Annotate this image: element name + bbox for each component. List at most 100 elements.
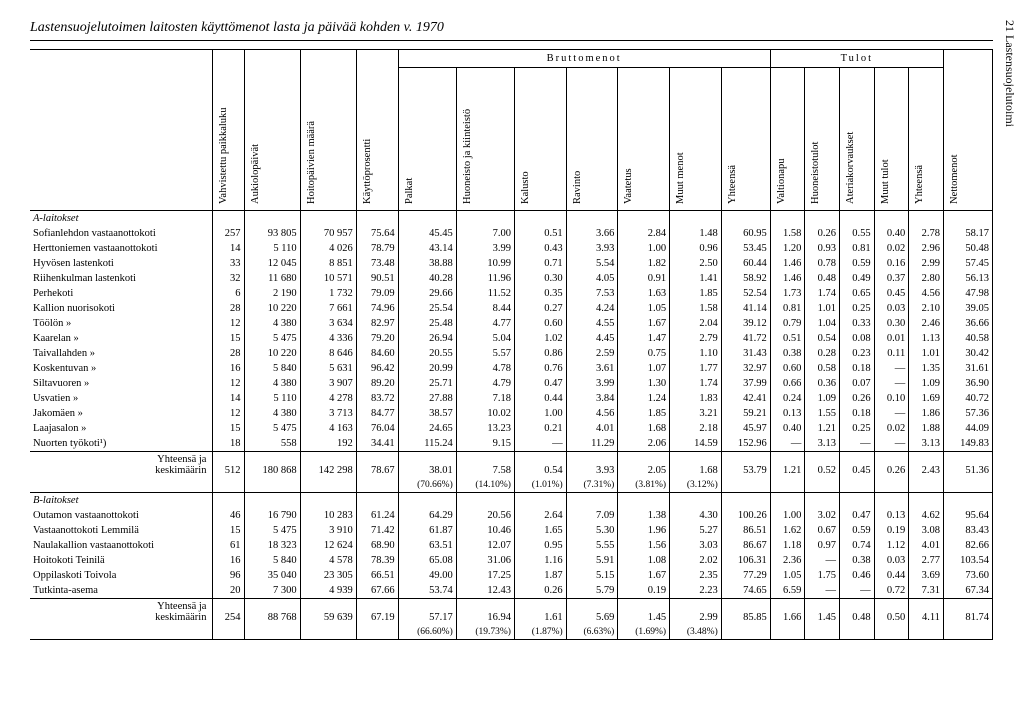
table-cell: 57.36 bbox=[943, 406, 992, 421]
table-cell: — bbox=[770, 436, 805, 452]
table-cell: 103.54 bbox=[943, 553, 992, 568]
table-cell: 0.13 bbox=[874, 508, 909, 523]
table-cell: 1.47 bbox=[618, 331, 670, 346]
table-cell: 115.24 bbox=[398, 436, 456, 452]
col-ateria: Ateriakorvaukset bbox=[843, 70, 858, 208]
table-cell bbox=[943, 478, 992, 493]
table-cell: 1.48 bbox=[670, 226, 722, 241]
table-cell: 4.05 bbox=[566, 271, 618, 286]
table-cell: 142 298 bbox=[300, 452, 356, 479]
table-cell: 4 163 bbox=[300, 421, 356, 436]
table-cell: 0.81 bbox=[770, 301, 805, 316]
row-label: Riihenkulman lastenkoti bbox=[30, 271, 213, 286]
table-cell: 0.38 bbox=[770, 346, 805, 361]
table-cell: 89.20 bbox=[356, 376, 398, 391]
table-cell: 4 939 bbox=[300, 583, 356, 599]
table-cell: 8 646 bbox=[300, 346, 356, 361]
table-cell: 0.08 bbox=[840, 331, 875, 346]
table-cell: 23 305 bbox=[300, 568, 356, 583]
page-title: Lastensuojelutoimen laitosten käyttömeno… bbox=[30, 20, 993, 41]
table-cell: 2 190 bbox=[244, 286, 300, 301]
table-cell: 1.30 bbox=[618, 376, 670, 391]
table-cell: 558 bbox=[244, 436, 300, 452]
table-cell: 4 380 bbox=[244, 316, 300, 331]
table-cell: 39.05 bbox=[943, 301, 992, 316]
row-label: Herttoniemen vastaanot­tokoti bbox=[30, 241, 213, 256]
table-cell: 25.48 bbox=[398, 316, 456, 331]
table-cell: 12 bbox=[213, 316, 244, 331]
table-cell: 1.45 bbox=[618, 599, 670, 626]
table-cell: 16.94 bbox=[456, 599, 514, 626]
table-cell: 96 bbox=[213, 568, 244, 583]
table-cell: 12.43 bbox=[456, 583, 514, 599]
table-cell: 26.94 bbox=[398, 331, 456, 346]
table-cell: 1.74 bbox=[805, 286, 840, 301]
table-cell: 86.67 bbox=[721, 538, 770, 553]
table-cell bbox=[456, 493, 514, 509]
table-cell: 5.27 bbox=[670, 523, 722, 538]
table-cell: 3.03 bbox=[670, 538, 722, 553]
table-cell: 1.10 bbox=[670, 346, 722, 361]
table-cell: 0.78 bbox=[805, 256, 840, 271]
table-cell: 3.99 bbox=[456, 241, 514, 256]
table-cell: 88 768 bbox=[244, 599, 300, 626]
side-page-label: 21 Lastensuojelutoimi bbox=[1002, 20, 1017, 127]
table-cell bbox=[213, 625, 244, 640]
table-cell: 1.35 bbox=[909, 361, 944, 376]
table-cell bbox=[398, 211, 456, 227]
table-cell: 2.46 bbox=[909, 316, 944, 331]
table-cell: 5.15 bbox=[566, 568, 618, 583]
table-cell bbox=[874, 493, 909, 509]
table-cell: 0.75 bbox=[618, 346, 670, 361]
table-cell: 0.72 bbox=[874, 583, 909, 599]
table-cell: 57.45 bbox=[943, 256, 992, 271]
table-cell: 3.66 bbox=[566, 226, 618, 241]
table-cell: 0.71 bbox=[514, 256, 566, 271]
table-cell bbox=[909, 211, 944, 227]
table-cell: 67.19 bbox=[356, 599, 398, 626]
table-cell: 84.77 bbox=[356, 406, 398, 421]
table-cell: 47.98 bbox=[943, 286, 992, 301]
row-label: Kallion nuorisokoti bbox=[30, 301, 213, 316]
table-cell: 6.59 bbox=[770, 583, 805, 599]
table-cell: 0.55 bbox=[840, 226, 875, 241]
table-cell: 0.25 bbox=[840, 301, 875, 316]
row-label: Outamon vastaanottokoti bbox=[30, 508, 213, 523]
table-cell: 1.62 bbox=[770, 523, 805, 538]
table-cell: 32 bbox=[213, 271, 244, 286]
table-cell: (7.31%) bbox=[566, 478, 618, 493]
table-cell: 5.79 bbox=[566, 583, 618, 599]
table-cell: 68.90 bbox=[356, 538, 398, 553]
table-cell: 1.18 bbox=[770, 538, 805, 553]
table-cell: 0.74 bbox=[840, 538, 875, 553]
table-cell: 9.15 bbox=[456, 436, 514, 452]
table-cell: 11.96 bbox=[456, 271, 514, 286]
table-cell: 3.93 bbox=[566, 452, 618, 479]
table-cell: 3.84 bbox=[566, 391, 618, 406]
table-cell: 0.46 bbox=[840, 568, 875, 583]
table-cell: 79.09 bbox=[356, 286, 398, 301]
table-cell bbox=[244, 478, 300, 493]
table-cell bbox=[840, 478, 875, 493]
table-cell: 2.50 bbox=[670, 256, 722, 271]
table-cell: 12.07 bbox=[456, 538, 514, 553]
table-cell: 36.90 bbox=[943, 376, 992, 391]
row-label: Perhekoti bbox=[30, 286, 213, 301]
table-cell: 1.68 bbox=[618, 421, 670, 436]
table-cell: 1.00 bbox=[514, 406, 566, 421]
table-cell: 10.99 bbox=[456, 256, 514, 271]
table-cell: 16 790 bbox=[244, 508, 300, 523]
table-cell: 1.66 bbox=[770, 599, 805, 626]
table-cell: 4.62 bbox=[909, 508, 944, 523]
table-cell bbox=[909, 625, 944, 640]
table-cell: 58.92 bbox=[721, 271, 770, 286]
table-cell: 0.35 bbox=[514, 286, 566, 301]
table-cell bbox=[805, 211, 840, 227]
table-cell: 0.02 bbox=[874, 421, 909, 436]
table-cell: (70.66%) bbox=[398, 478, 456, 493]
table-cell: 1.38 bbox=[618, 508, 670, 523]
table-cell: 35 040 bbox=[244, 568, 300, 583]
table-cell: 57.17 bbox=[398, 599, 456, 626]
table-cell: 3.08 bbox=[909, 523, 944, 538]
table-cell: 8 851 bbox=[300, 256, 356, 271]
